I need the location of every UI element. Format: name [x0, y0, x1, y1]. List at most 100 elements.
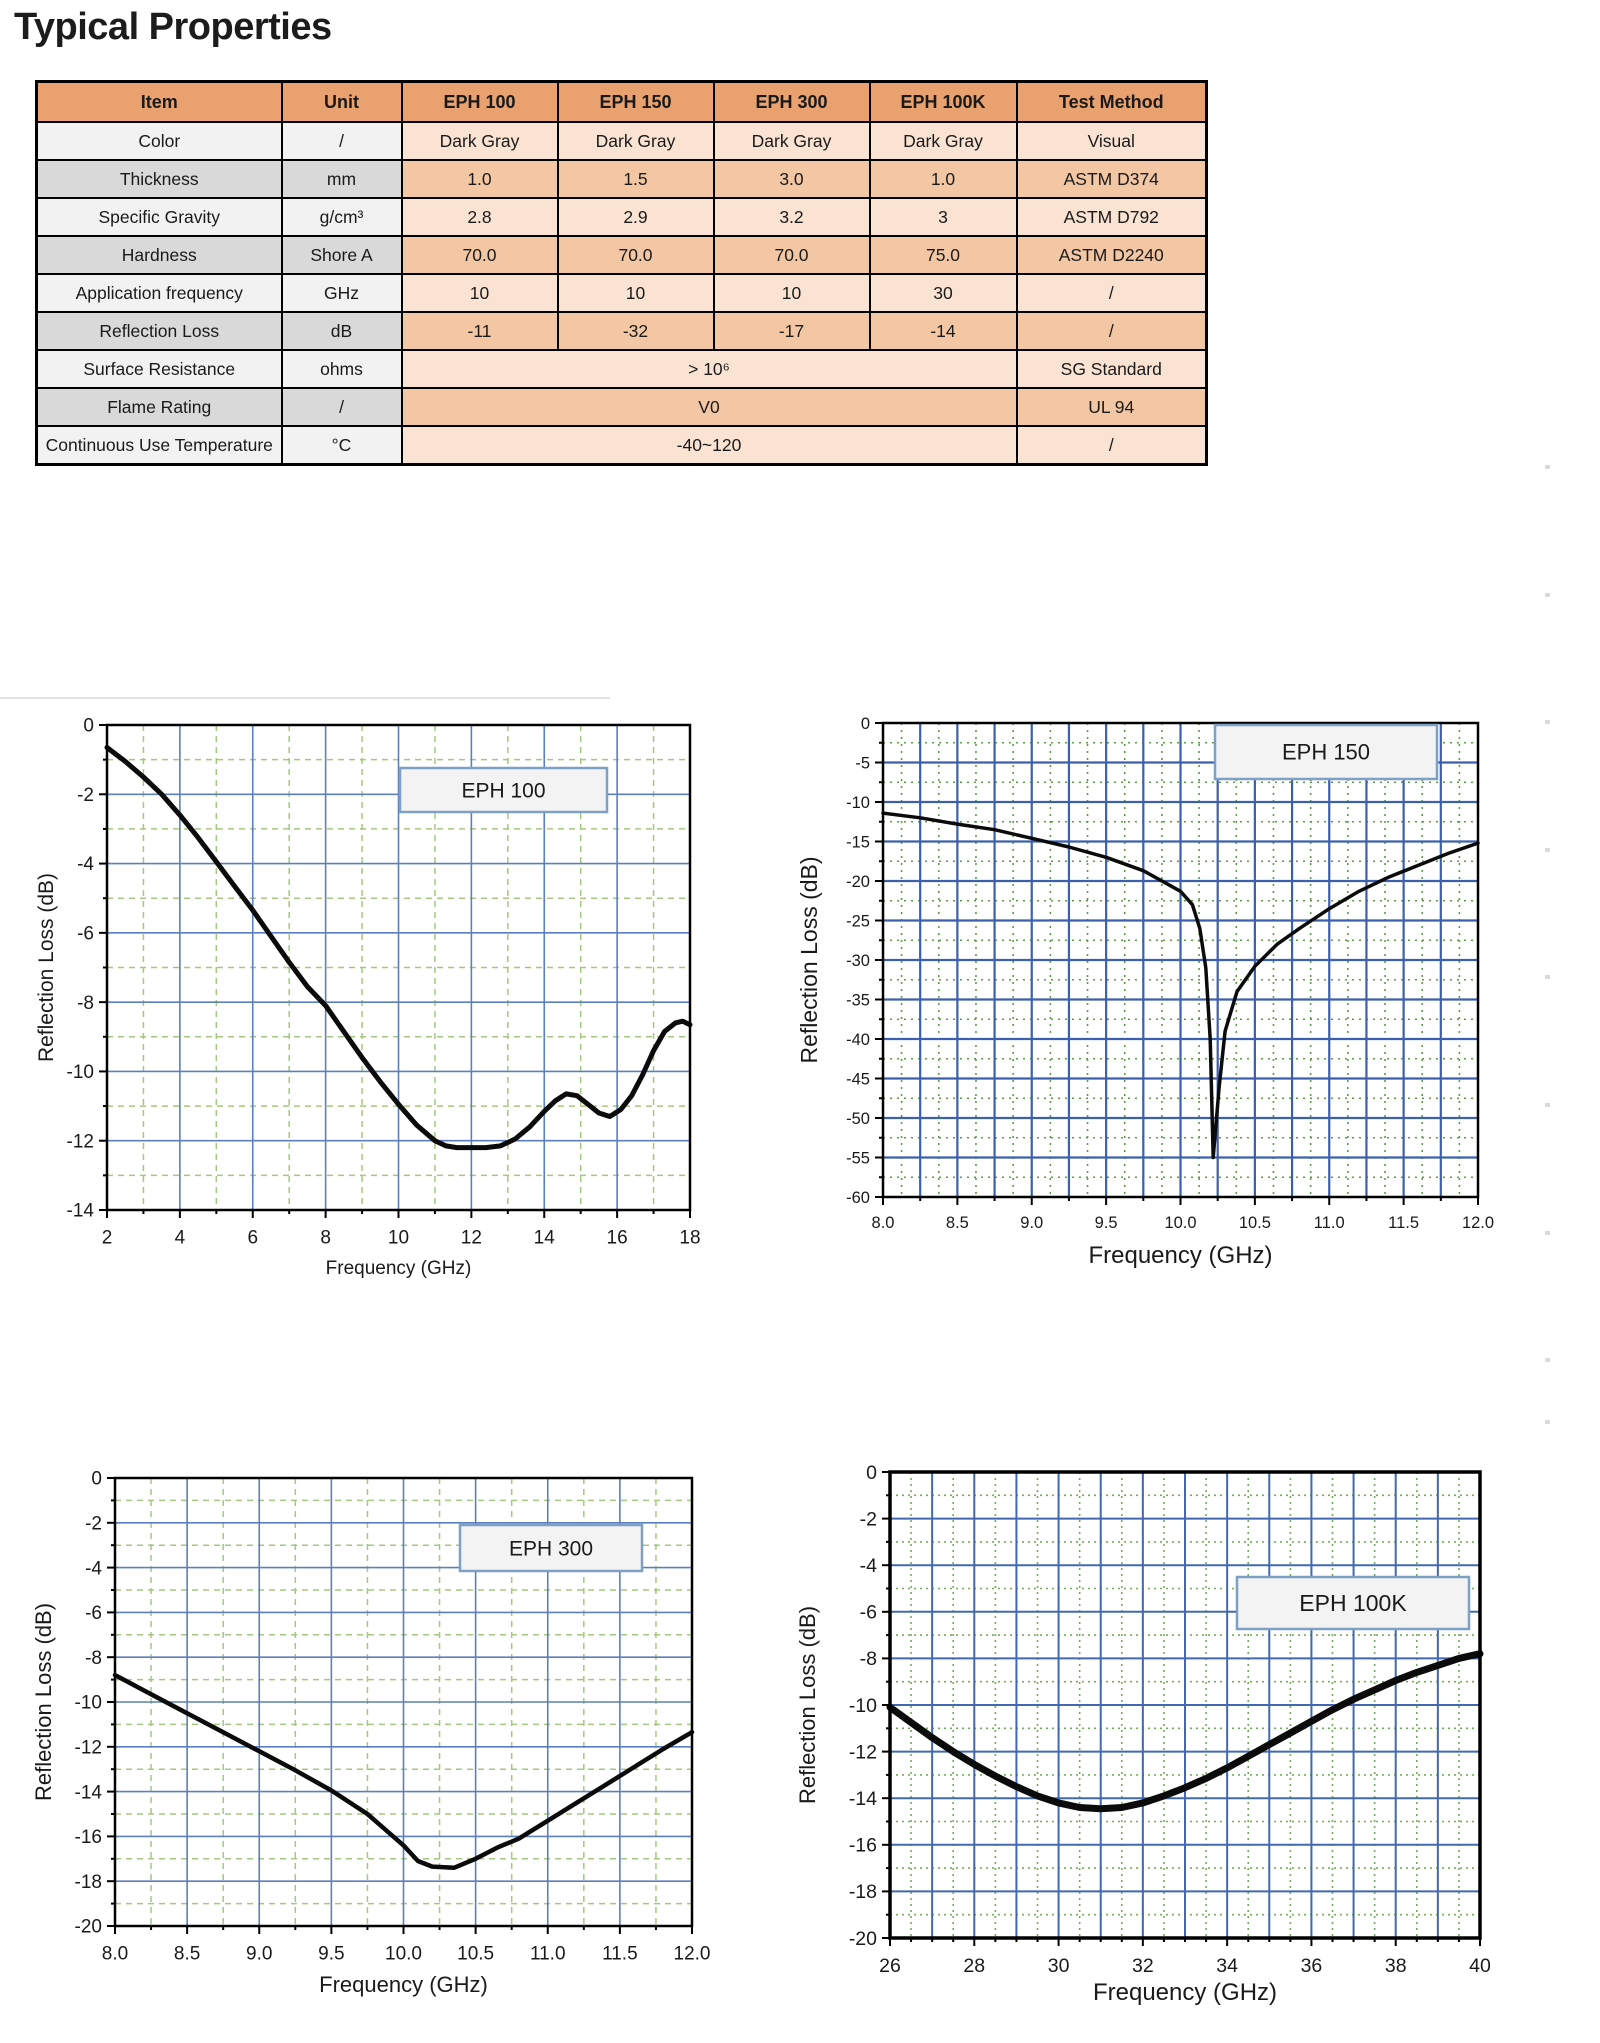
merged-value-cell: V0	[400, 387, 1018, 427]
unit-cell: GHz	[280, 273, 403, 313]
axis-ticks	[107, 1477, 693, 1934]
y-tick-label: -18	[75, 1872, 102, 1893]
x-tick-label: 11.0	[1314, 1214, 1345, 1232]
x-tick-label: 32	[1132, 1955, 1154, 1977]
y-tick-label: -10	[846, 794, 870, 812]
value-cell: 70.0	[712, 235, 871, 275]
value-cell: Dark Gray	[556, 121, 715, 161]
y-tick-label: -50	[846, 1110, 870, 1128]
y-tick-label: -16	[75, 1827, 102, 1848]
merged-value-cell: -40~120	[400, 425, 1018, 466]
unit-cell: /	[280, 121, 403, 161]
x-tick-label: 9.0	[246, 1944, 272, 1965]
value-cell: 75.0	[868, 235, 1018, 275]
x-tick-label: 10	[388, 1228, 409, 1249]
value-cell: 1.5	[556, 159, 715, 199]
value-cell: 3.0	[712, 159, 871, 199]
y-tick-label: -10	[849, 1695, 877, 1717]
merged-value-cell: > 10⁶	[400, 349, 1018, 389]
item-cell: Color	[35, 121, 283, 161]
value-cell: 3.2	[712, 197, 871, 237]
y-tick-label: -45	[846, 1070, 870, 1088]
x-tick-label: 30	[1048, 1955, 1070, 1977]
unit-cell: mm	[280, 159, 403, 199]
item-cell: Continuous Use Temperature	[35, 425, 283, 466]
table-header-cell: EPH 300	[712, 80, 871, 123]
x-tick-label: 2	[102, 1228, 113, 1249]
test-method-cell: /	[1015, 311, 1208, 351]
x-tick-label: 4	[175, 1228, 186, 1249]
value-cell: 30	[868, 273, 1018, 313]
x-tick-label: 9.5	[318, 1944, 344, 1965]
value-cell: Dark Gray	[712, 121, 871, 161]
y-tick-label: 0	[91, 1469, 102, 1490]
scan-speck	[1545, 1103, 1550, 1107]
y-tick-label: -35	[846, 991, 870, 1009]
x-tick-label: 12	[461, 1228, 482, 1249]
y-axis-title: Reflection Loss (dB)	[796, 856, 822, 1063]
y-tick-label: -2	[860, 1508, 877, 1530]
table-header-cell: Item	[35, 80, 283, 123]
legend-label: EPH 300	[509, 1537, 593, 1560]
x-tick-label: 18	[679, 1228, 700, 1249]
y-tick-label: -5	[855, 754, 870, 772]
scan-speck	[1545, 465, 1550, 469]
item-cell: Specific Gravity	[35, 197, 283, 237]
legend-box	[1213, 723, 1439, 781]
value-cell: 2.8	[400, 197, 559, 237]
y-tick-label: -25	[846, 912, 870, 930]
x-tick-label: 26	[879, 1955, 901, 1977]
y-tick-label: -2	[77, 785, 94, 806]
x-tick-label: 8	[320, 1228, 331, 1249]
item-cell: Surface Resistance	[35, 349, 283, 389]
x-tick-label: 11.0	[530, 1944, 566, 1965]
x-tick-label: 28	[963, 1955, 985, 1977]
y-tick-label: -6	[860, 1602, 877, 1624]
x-tick-label: 6	[247, 1228, 258, 1249]
test-method-cell: UL 94	[1015, 387, 1208, 427]
table-row: Continuous Use Temperature °C -40~120/	[35, 425, 1208, 466]
x-tick-label: 12.0	[674, 1944, 711, 1965]
axis-ticks	[875, 722, 1479, 1205]
y-tick-label: -10	[67, 1062, 94, 1083]
table-row: Color / Dark Gray Dark Gray Dark Gray Dark Gr…	[35, 121, 1208, 161]
item-cell: Flame Rating	[35, 387, 283, 427]
x-tick-label: 38	[1385, 1955, 1407, 1977]
x-axis-title: Frequency (GHz)	[326, 1258, 472, 1279]
x-tick-label: 34	[1216, 1955, 1238, 1977]
y-tick-label: -20	[75, 1917, 102, 1938]
y-tick-label: -14	[849, 1788, 877, 1810]
chart-eph-300: 8.0 8.5 9.0 9.5 10.0 10.5 11.0 11.5 12.0 0 -2 -4 -6 -…	[31, 1469, 711, 1997]
item-cell: Reflection Loss	[35, 311, 283, 351]
y-tick-label: -14	[67, 1201, 95, 1222]
x-tick-label: 10.5	[1239, 1214, 1271, 1232]
grid-major	[890, 1472, 1480, 1938]
value-cell: -11	[400, 311, 559, 351]
test-method-cell: Visual	[1015, 121, 1208, 161]
scan-speck	[1545, 593, 1550, 597]
legend-label: EPH 100	[461, 779, 545, 802]
table-header-cell: EPH 150	[556, 80, 715, 123]
y-tick-label: -14	[75, 1782, 103, 1803]
value-cell: -32	[556, 311, 715, 351]
y-tick-label: -10	[75, 1693, 102, 1714]
y-tick-label: -8	[77, 993, 94, 1014]
page-title: Typical Properties	[14, 6, 332, 48]
legend-box	[458, 1523, 644, 1573]
y-tick-label: -4	[77, 854, 94, 875]
x-tick-label: 16	[607, 1228, 628, 1249]
chart-eph-150: 8.0 8.5 9.0 9.5 10.0 10.5 11.0 11.5 12.0 0 -5 -10 -1…	[796, 715, 1494, 1269]
y-tick-label: -4	[860, 1555, 877, 1577]
x-axis-title: Frequency (GHz)	[1093, 1979, 1277, 2006]
table-row: Thickness mm 1.0 1.5 3.0 1.0 ASTM D374	[35, 159, 1208, 199]
axis-ticks	[99, 724, 691, 1218]
table-row: Hardness Shore A 70.0 70.0 70.0 75.0 ASTM D224…	[35, 235, 1208, 275]
y-tick-label: 0	[866, 1462, 877, 1484]
test-method-cell: ASTM D792	[1015, 197, 1208, 237]
scan-speck	[1545, 720, 1550, 724]
y-tick-label: -15	[846, 833, 870, 851]
grid-major	[107, 725, 690, 1210]
unit-cell: Shore A	[280, 235, 403, 275]
table-row: Flame Rating / V0 UL 94	[35, 387, 1208, 427]
legend-label: EPH 150	[1282, 740, 1370, 765]
